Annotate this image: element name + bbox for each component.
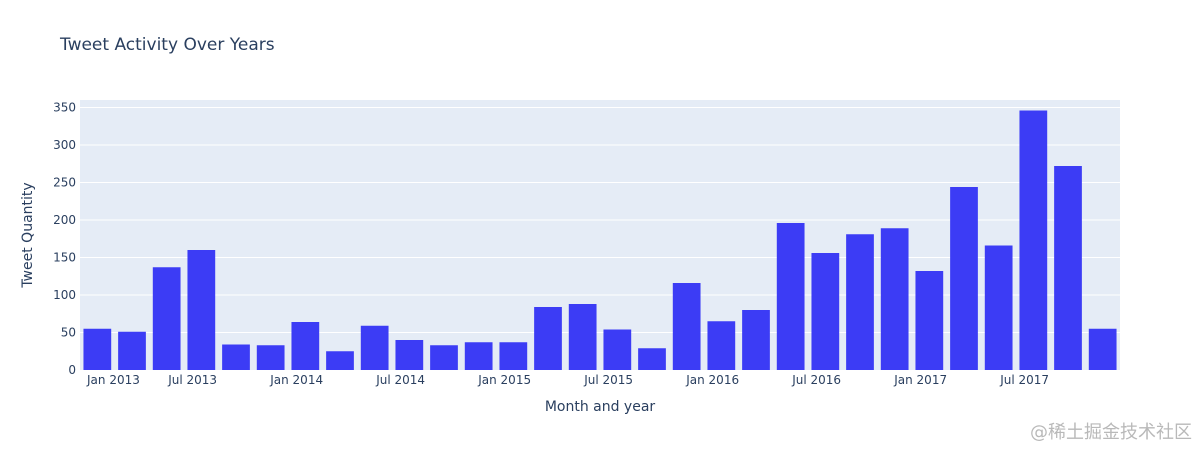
x-tick-label: Jul 2016	[791, 373, 841, 387]
grid-lines	[80, 107, 1120, 333]
x-axis-ticks: Jan 2013 Jul 2013 Jan 2014 Jul 2014 Jan 2015…	[86, 373, 1049, 387]
x-tick-label: Jul 2015	[583, 373, 633, 387]
bar-2014-07	[395, 340, 424, 370]
bar-2016-09	[846, 234, 874, 370]
y-tick-label: 300	[53, 138, 76, 152]
y-tick-label: 50	[61, 326, 76, 340]
y-tick-label: 100	[53, 288, 76, 302]
bar-2014-09	[430, 345, 458, 370]
bar-2013-09	[222, 344, 250, 370]
bar-2015-05	[568, 304, 597, 370]
watermark: @稀土掘金技术社区	[1030, 422, 1192, 443]
bar-2017-07	[1019, 110, 1048, 370]
bar-2015-07	[603, 329, 632, 370]
bar-2013-03	[118, 331, 146, 370]
bar-2015-11	[672, 283, 701, 370]
bar-2013-05	[152, 267, 181, 370]
bar-2016-11	[880, 228, 909, 370]
bar-2015-03	[534, 307, 562, 370]
bar-2014-03	[326, 351, 354, 370]
bar-2014-05	[360, 325, 389, 370]
x-tick-label: Jan 2017	[893, 373, 947, 387]
x-tick-label: Jan 2015	[477, 373, 531, 387]
y-tick-label: 250	[53, 176, 76, 190]
x-tick-label: Jul 2013	[167, 373, 217, 387]
bar-2016-03	[742, 310, 770, 370]
y-tick-label: 0	[68, 363, 76, 377]
bar-2016-07	[811, 253, 840, 370]
bar-2016-05	[776, 223, 805, 370]
x-tick-label: Jan 2014	[269, 373, 323, 387]
bar-2013-07	[187, 250, 216, 370]
bar-2017-05	[984, 245, 1013, 370]
bar-2013-11	[256, 345, 285, 370]
bar-2016-01	[707, 321, 736, 370]
y-tick-label: 200	[53, 213, 76, 227]
y-axis-ticks: 0 50 100 150 200 250 300 350	[53, 101, 76, 378]
x-tick-label: Jan 2013	[86, 373, 140, 387]
bar-2017-09	[1054, 166, 1082, 370]
y-tick-label: 150	[53, 251, 76, 265]
bar-2017-03	[950, 187, 978, 370]
x-axis-label: Month and year	[545, 399, 656, 415]
bar-2015-01	[499, 342, 528, 370]
x-tick-label: Jan 2016	[685, 373, 739, 387]
bar-2015-09	[638, 348, 666, 370]
bar-2014-11	[464, 342, 493, 370]
bar-2017-01	[915, 271, 944, 370]
bar-2014-01	[291, 322, 320, 370]
x-tick-label: Jul 2014	[375, 373, 425, 387]
bar-2017-11	[1088, 328, 1117, 370]
y-tick-label: 350	[53, 101, 76, 115]
bar-2013-01	[83, 328, 112, 370]
bars	[83, 110, 1117, 370]
chart-title: Tweet Activity Over Years	[59, 35, 275, 55]
x-tick-label: Jul 2017	[999, 373, 1049, 387]
y-axis-label: Tweet Quantity	[20, 182, 36, 288]
